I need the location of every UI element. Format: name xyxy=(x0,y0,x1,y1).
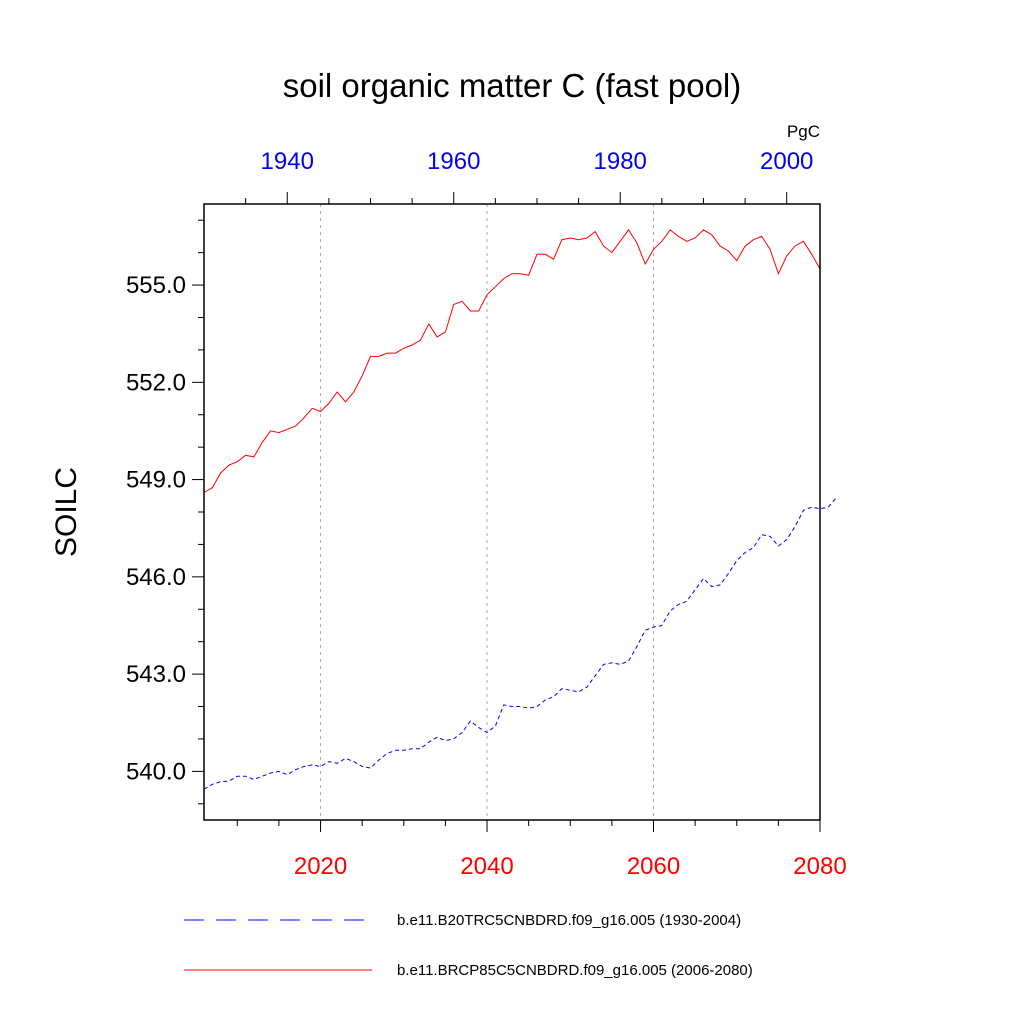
x-bottom-tick-label-2020: 2020 xyxy=(294,853,347,880)
legend-label-rcp85: b.e11.BRCP85C5CNBDRD.f09_g16.005 (2006-2… xyxy=(397,962,753,979)
x-bottom-tick-label-2080: 2080 xyxy=(793,853,846,880)
plot-frame xyxy=(203,203,821,821)
chart-title: soil organic matter C (fast pool) xyxy=(283,67,742,104)
y-axis-label: SOILC xyxy=(50,467,83,557)
legend-label-historical: b.e11.B20TRC5CNBDRD.f09_g16.005 (1930-20… xyxy=(397,912,741,929)
x-top-tick-label-1980: 1980 xyxy=(594,148,647,175)
y-tick-label-540: 540.0 xyxy=(126,758,186,785)
axis-ticks xyxy=(192,192,821,832)
x-bottom-tick-label-2060: 2060 xyxy=(627,853,680,880)
x-top-tick-label-2000: 2000 xyxy=(760,148,813,175)
x-bottom-tick-label-2040: 2040 xyxy=(460,853,513,880)
series-line-rcp85 xyxy=(203,229,821,493)
legend: b.e11.B20TRC5CNBDRD.f09_g16.005 (1930-20… xyxy=(184,912,753,979)
y-tick-label-555: 555.0 xyxy=(126,272,186,299)
x-top-tick-label-1960: 1960 xyxy=(427,148,480,175)
units-label: PgC xyxy=(787,122,820,141)
y-tick-label-546: 546.0 xyxy=(126,564,186,591)
y-tick-label-543: 543.0 xyxy=(126,661,186,688)
x-top-tick-label-1940: 1940 xyxy=(261,148,314,175)
y-tick-label-552: 552.0 xyxy=(126,369,186,396)
y-tick-label-549: 549.0 xyxy=(126,467,186,494)
tick-labels: 540.0 543.0 546.0 549.0 552.0 555.0 2020 2040 20… xyxy=(126,148,847,880)
grid-lines xyxy=(320,204,655,820)
series-line-historical xyxy=(203,497,837,790)
series-lines xyxy=(203,229,837,790)
